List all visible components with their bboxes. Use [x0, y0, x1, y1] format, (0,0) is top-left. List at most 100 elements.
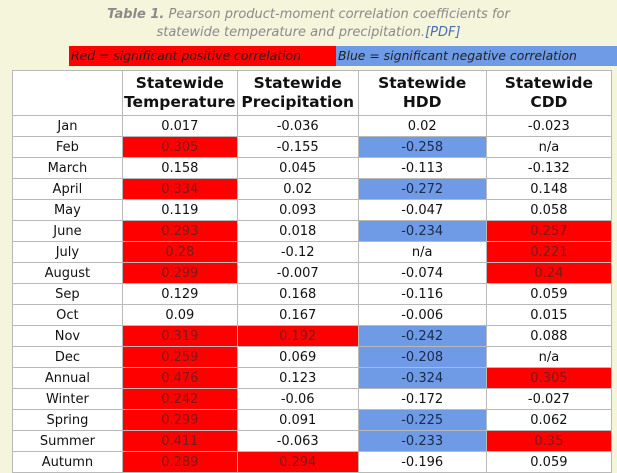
table-cell: 0.167 [236, 304, 359, 326]
table-cell: 0.02 [236, 178, 359, 200]
caption-title-part-1: Pearson product-moment correlation coeff… [164, 7, 510, 22]
table-cell: 0.062 [485, 409, 613, 431]
row-label: Jan [12, 115, 123, 137]
legend-negative: Blue = significant negative correlation [336, 46, 617, 66]
table-cell: -0.006 [357, 304, 487, 326]
header-precipitation: Statewide Precipitation [236, 70, 359, 116]
table-cell: 0.069 [236, 346, 359, 368]
header-temperature-line1: Statewide [135, 74, 224, 92]
table-cell: 0.059 [485, 283, 613, 305]
table-cell: -0.172 [357, 388, 487, 410]
header-cdd: Statewide CDD [485, 70, 613, 116]
header-precipitation-line2: Precipitation [241, 93, 355, 111]
table-cell: -0.234 [357, 220, 487, 242]
table-cell: -0.132 [485, 157, 613, 179]
table-row: April 0.334 0.02 -0.272 0.148 [12, 178, 613, 200]
table-row: Annual 0.476 0.123 -0.324 0.305 [12, 367, 613, 389]
table-row: Oct 0.09 0.167 -0.006 0.015 [12, 304, 613, 326]
table-cell: n/a [485, 346, 613, 368]
row-label: July [12, 241, 123, 263]
color-legend: Red = significant positive correlation B… [69, 46, 617, 66]
table-cell: 0.09 [121, 304, 238, 326]
table-row: May 0.119 0.093 -0.047 0.058 [12, 199, 613, 221]
table-cell: -0.12 [236, 241, 359, 263]
legend-positive: Red = significant positive correlation [69, 46, 336, 66]
table-cell: 0.476 [121, 367, 238, 389]
row-label: Winter [12, 388, 123, 410]
table-cell: 0.018 [236, 220, 359, 242]
header-hdd-line2: HDD [402, 93, 442, 111]
header-cdd-line1: Statewide [504, 74, 593, 92]
table-cell: -0.225 [357, 409, 487, 431]
table-row: Feb 0.305 -0.155 -0.258 n/a [12, 136, 613, 158]
table-cell: 0.299 [121, 409, 238, 431]
table-caption: Table 1. Pearson product-moment correlat… [0, 6, 617, 42]
header-precipitation-line1: Statewide [253, 74, 342, 92]
table-cell: -0.233 [357, 430, 487, 452]
table-cell: n/a [357, 241, 487, 263]
table-cell: -0.06 [236, 388, 359, 410]
table-cell: 0.192 [236, 325, 359, 347]
row-label: Autumn [12, 451, 123, 473]
table-cell: -0.027 [485, 388, 613, 410]
row-label: Spring [12, 409, 123, 431]
table-cell: 0.045 [236, 157, 359, 179]
table-cell: 0.168 [236, 283, 359, 305]
table-cell: -0.023 [485, 115, 613, 137]
table-row: Spring 0.299 0.091 -0.225 0.062 [12, 409, 613, 431]
row-label: June [12, 220, 123, 242]
caption-table-number: Table 1. [107, 7, 165, 22]
table-cell: 0.305 [485, 367, 613, 389]
table-cell: n/a [485, 136, 613, 158]
table-cell: 0.221 [485, 241, 613, 263]
table-cell: -0.074 [357, 262, 487, 284]
table-cell: 0.289 [121, 451, 238, 473]
table-cell: 0.059 [485, 451, 613, 473]
pdf-link[interactable]: [PDF] [425, 25, 461, 40]
row-label: Oct [12, 304, 123, 326]
table-cell: -0.272 [357, 178, 487, 200]
table-cell: -0.208 [357, 346, 487, 368]
table-cell: 0.242 [121, 388, 238, 410]
header-corner [12, 70, 123, 116]
row-label: May [12, 199, 123, 221]
table-row: Summer 0.411 -0.063 -0.233 0.35 [12, 430, 613, 452]
table-cell: -0.258 [357, 136, 487, 158]
table-cell: 0.259 [121, 346, 238, 368]
table-cell: -0.196 [357, 451, 487, 473]
table-row: Nov 0.319 0.192 -0.242 0.088 [12, 325, 613, 347]
table-cell: 0.257 [485, 220, 613, 242]
header-temperature: Statewide Temperature [121, 70, 238, 116]
header-temperature-line2: Temperature [124, 93, 236, 111]
table-row: Sep 0.129 0.168 -0.116 0.059 [12, 283, 613, 305]
table-cell: -0.047 [357, 199, 487, 221]
table-cell: -0.242 [357, 325, 487, 347]
table-cell: 0.015 [485, 304, 613, 326]
table-row: Jan 0.017 -0.036 0.02 -0.023 [12, 115, 613, 137]
row-label: March [12, 157, 123, 179]
table-cell: 0.35 [485, 430, 613, 452]
table-cell: 0.088 [485, 325, 613, 347]
header-hdd: Statewide HDD [357, 70, 487, 116]
table-row: Dec 0.259 0.069 -0.208 n/a [12, 346, 613, 368]
row-label: Nov [12, 325, 123, 347]
header-hdd-line1: Statewide [378, 74, 467, 92]
row-label: Annual [12, 367, 123, 389]
row-label: Dec [12, 346, 123, 368]
header-cdd-line2: CDD [530, 93, 568, 111]
table-cell: -0.007 [236, 262, 359, 284]
row-label: Feb [12, 136, 123, 158]
table-cell: 0.148 [485, 178, 613, 200]
table-cell: -0.155 [236, 136, 359, 158]
row-label: Summer [12, 430, 123, 452]
table-cell: 0.305 [121, 136, 238, 158]
caption-line-2: statewide temperature and precipitation.… [0, 24, 617, 42]
table-cell: 0.299 [121, 262, 238, 284]
header-row: Statewide Temperature Statewide Precipitat… [12, 70, 613, 116]
table-row: Autumn 0.289 0.294 -0.196 0.059 [12, 451, 613, 473]
caption-line-1: Table 1. Pearson product-moment correlat… [0, 6, 617, 24]
table-row: March 0.158 0.045 -0.113 -0.132 [12, 157, 613, 179]
table-cell: 0.129 [121, 283, 238, 305]
table-cell: 0.294 [236, 451, 359, 473]
table-cell: 0.158 [121, 157, 238, 179]
